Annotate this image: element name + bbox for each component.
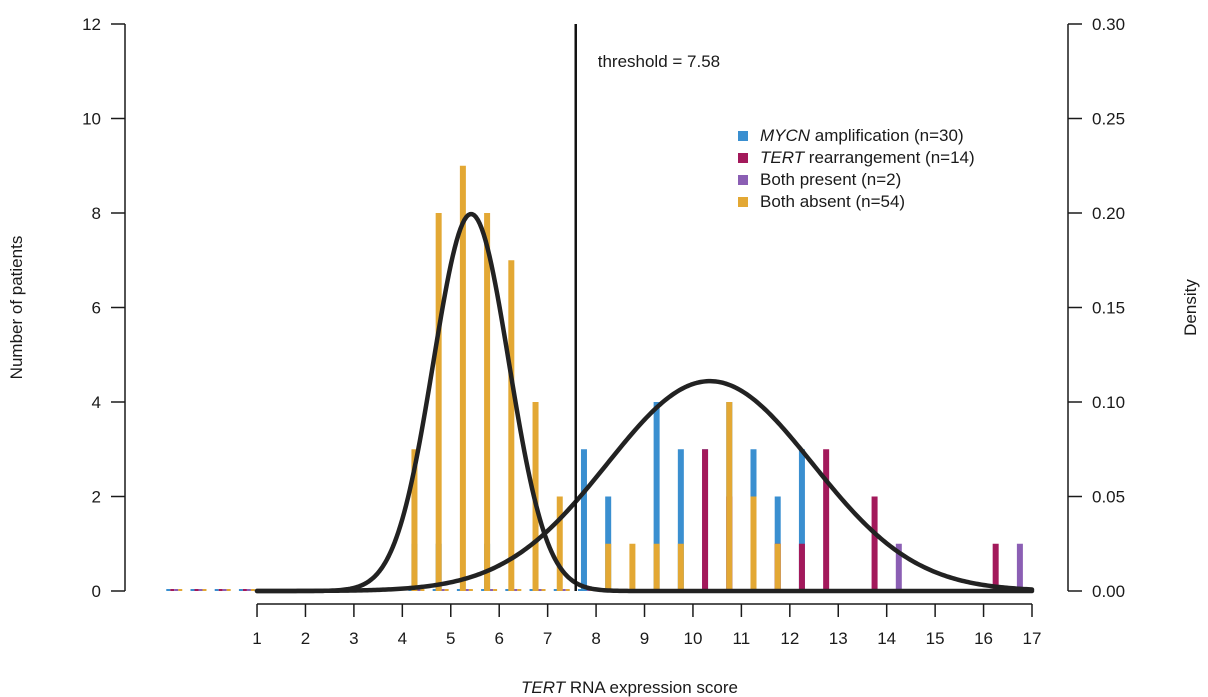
legend-swatch-both xyxy=(738,175,748,185)
legend-label-text: amplification (n=30) xyxy=(810,126,964,145)
y-tick-label: 0 xyxy=(92,582,101,601)
x-tick-label: 15 xyxy=(926,629,945,648)
density-curves-layer xyxy=(254,211,1035,594)
legend: MYCN amplification (n=30)TERT rearrangem… xyxy=(738,126,975,211)
x-axis-title-rest: RNA expression score xyxy=(565,678,738,697)
x-tick-label: 10 xyxy=(683,629,702,648)
bar-tert xyxy=(871,496,878,591)
legend-label-text: Both present (n=2) xyxy=(760,170,901,189)
x-axis-title: TERT RNA expression score xyxy=(521,678,738,697)
bar-tert xyxy=(992,543,999,591)
legend-label-italic: TERT xyxy=(760,148,806,167)
bar-absent xyxy=(484,213,491,591)
bar-absent xyxy=(629,543,636,591)
legend-label-text: rearrangement (n=14) xyxy=(804,148,975,167)
legend-swatch-mycn xyxy=(738,131,748,141)
x-tick-label: 13 xyxy=(829,629,848,648)
x-tick-label: 7 xyxy=(543,629,552,648)
x-tick-label: 17 xyxy=(1023,629,1042,648)
x-axis-title-italic: TERT xyxy=(521,678,567,697)
bar-tert xyxy=(823,449,830,591)
y2-tick-label: 0.20 xyxy=(1092,204,1125,223)
legend-label-mycn: MYCN amplification (n=30) xyxy=(760,126,964,145)
threshold-label: threshold = 7.58 xyxy=(598,52,720,71)
y-tick-label: 10 xyxy=(82,110,101,129)
x-tick-label: 12 xyxy=(780,629,799,648)
bars-layer xyxy=(166,165,1030,591)
legend-label-absent: Both absent (n=54) xyxy=(760,192,905,211)
x-tick-label: 9 xyxy=(640,629,649,648)
bar-mycn xyxy=(798,449,805,591)
bar-absent xyxy=(774,543,781,591)
bar-absent xyxy=(726,402,733,591)
legend-label-tert: TERT rearrangement (n=14) xyxy=(760,148,975,167)
y2-tick-label: 0.30 xyxy=(1092,15,1125,34)
y2-tick-label: 0.25 xyxy=(1092,110,1125,129)
y-tick-label: 12 xyxy=(82,15,101,34)
density-curve-high xyxy=(254,378,1035,594)
legend-label-both: Both present (n=2) xyxy=(760,170,901,189)
threshold-layer: threshold = 7.58 xyxy=(574,24,720,591)
bar-absent xyxy=(508,260,515,591)
bar-both xyxy=(895,543,902,591)
bar-absent xyxy=(677,543,684,591)
bar-mycn xyxy=(653,402,660,591)
x-tick-label: 11 xyxy=(733,629,751,648)
bar-absent xyxy=(750,496,757,591)
y2-tick-label: 0.00 xyxy=(1092,582,1125,601)
bar-tert xyxy=(798,543,805,591)
y2-axis-title: Density xyxy=(1181,279,1200,336)
y-tick-label: 8 xyxy=(92,204,101,223)
x-tick-label: 16 xyxy=(974,629,993,648)
bar-both xyxy=(1016,543,1023,591)
bar-absent xyxy=(653,543,660,591)
y-axis-title: Number of patients xyxy=(7,236,26,380)
legend-label-text: Both absent (n=54) xyxy=(760,192,905,211)
x-tick-label: 5 xyxy=(446,629,455,648)
x-tick-label: 4 xyxy=(398,629,407,648)
y2-tick-label: 0.15 xyxy=(1092,299,1125,318)
y-tick-label: 2 xyxy=(92,488,101,507)
y2-tick-label: 0.10 xyxy=(1092,393,1125,412)
bar-mycn xyxy=(580,449,587,591)
y2-tick-label: 0.05 xyxy=(1092,488,1125,507)
x-tick-label: 3 xyxy=(349,629,358,648)
legend-swatch-tert xyxy=(738,153,748,163)
y-tick-label: 6 xyxy=(92,299,101,318)
x-tick-label: 2 xyxy=(301,629,310,648)
bar-absent xyxy=(605,543,612,591)
legend-swatch-absent xyxy=(738,197,748,207)
x-tick-label: 14 xyxy=(877,629,896,648)
density-curve-low xyxy=(254,211,1035,594)
y-tick-label: 4 xyxy=(92,393,101,412)
x-tick-label: 1 xyxy=(252,629,261,648)
bar-mycn xyxy=(677,449,684,591)
bar-absent xyxy=(459,165,466,591)
x-tick-label: 8 xyxy=(591,629,600,648)
legend-label-italic: MYCN xyxy=(760,126,811,145)
bar-absent xyxy=(411,449,418,591)
bar-tert xyxy=(702,449,709,591)
x-tick-label: 6 xyxy=(494,629,503,648)
bar-absent xyxy=(556,496,563,591)
bar-absent xyxy=(435,213,442,591)
